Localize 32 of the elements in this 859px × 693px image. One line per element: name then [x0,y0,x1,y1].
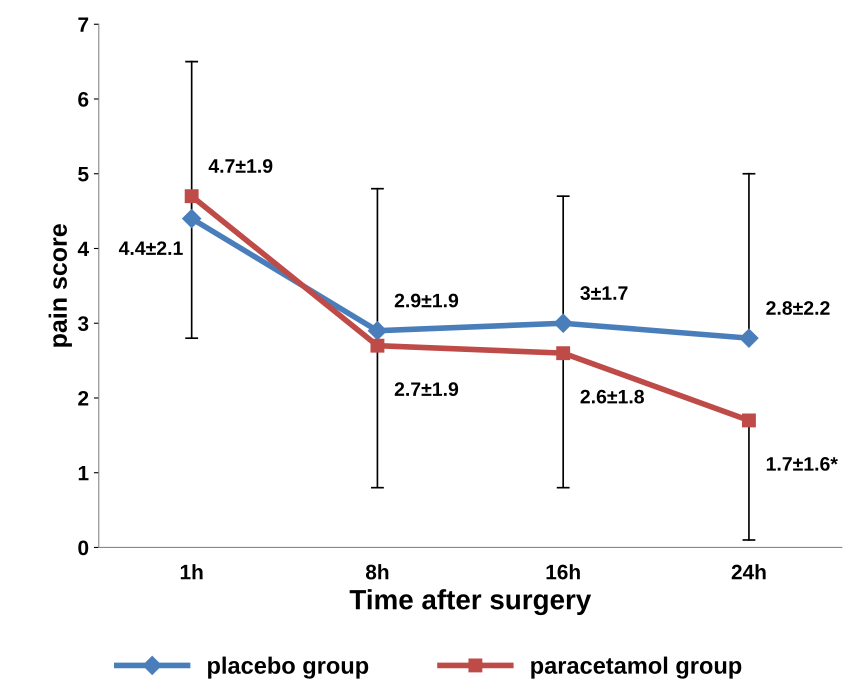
y-tick-label: 4 [78,242,89,256]
point [184,189,199,204]
data-label: 4.7±1.9 [208,159,272,173]
x-tick-label: 8h [366,564,388,580]
x-tick-label: 16h [546,564,580,580]
data-label: 1.7±1.6* [766,457,838,471]
y-axis-title: pain score [48,224,72,347]
x-tick-label: 24h [732,564,766,580]
legend-label: paracetamol group [531,656,742,679]
data-label: 4.4±2.1 [118,241,183,255]
data-label: 2.9±1.9 [394,294,458,308]
point [742,413,756,428]
x-tick-label: 1h [180,564,203,580]
y-tick-label: 6 [78,92,88,107]
data-label: 2.8±2.2 [766,301,830,315]
data-label: 2.7±1.9 [394,382,458,396]
legend-label: placebo group [208,656,368,679]
data-label: 3±1.7 [580,286,628,300]
point [554,314,573,333]
point [182,209,202,228]
point [368,321,387,340]
y-tick-label: 2 [78,390,88,406]
point [739,328,758,348]
y-tick-label: 1 [78,466,88,480]
y-tick-label: 7 [78,17,88,32]
y-tick-label: 3 [78,316,88,332]
y-tick-label: 0 [78,540,88,556]
y-tick-label: 5 [78,166,88,182]
point [370,338,384,353]
point [556,346,570,360]
x-axis-title: Time after surgery [350,589,592,616]
data-label: 2.6±1.8 [580,390,644,404]
